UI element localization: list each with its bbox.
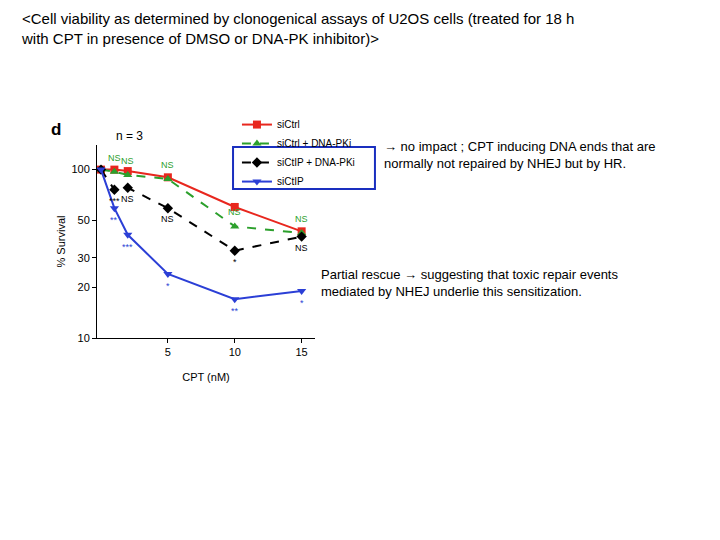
svg-text:30: 30 xyxy=(78,252,90,264)
svg-text:NS: NS xyxy=(108,153,121,163)
svg-text:CPT (nM): CPT (nM) xyxy=(182,371,229,383)
svg-text:NS: NS xyxy=(121,194,134,204)
svg-text:d: d xyxy=(51,120,61,139)
svg-text:NS: NS xyxy=(121,156,134,166)
svg-text:15: 15 xyxy=(296,346,308,358)
svg-text:**: ** xyxy=(110,215,118,225)
svg-text:siCtrl: siCtrl xyxy=(277,119,300,130)
svg-text:5: 5 xyxy=(165,346,171,358)
svg-text:10: 10 xyxy=(229,346,241,358)
svg-text:**: ** xyxy=(231,306,239,316)
svg-text:10: 10 xyxy=(78,332,90,344)
svg-text:*: * xyxy=(233,257,237,267)
svg-text:NS: NS xyxy=(161,214,174,224)
svg-text:20: 20 xyxy=(78,281,90,293)
svg-text:Partial rescue → suggesting th: Partial rescue → suggesting that toxic r… xyxy=(321,267,618,299)
svg-text:<Cell viability as determined: <Cell viability as determined by clonoge… xyxy=(21,10,574,47)
svg-text:siCtIP: siCtIP xyxy=(277,176,304,187)
svg-text:100: 100 xyxy=(71,163,89,175)
svg-text:NS: NS xyxy=(161,160,174,170)
svg-text:***: *** xyxy=(109,196,120,206)
svg-text:*: * xyxy=(166,281,170,291)
svg-text:***: *** xyxy=(122,242,133,252)
svg-text:n = 3: n = 3 xyxy=(116,129,143,143)
svg-text:NS: NS xyxy=(228,207,241,217)
svg-text:NS: NS xyxy=(295,243,308,253)
svg-text:siCtIP + DNA-PKi: siCtIP + DNA-PKi xyxy=(277,157,355,168)
svg-text:*: * xyxy=(300,298,304,308)
svg-text:NS: NS xyxy=(295,214,308,224)
svg-text:50: 50 xyxy=(78,214,90,226)
svg-text:% Survival: % Survival xyxy=(55,216,67,268)
svg-text:siCtrl + DNA-PKi: siCtrl + DNA-PKi xyxy=(277,138,351,149)
svg-text:→ no impact ; CPT inducing DNA: → no impact ; CPT inducing DNA ends that… xyxy=(384,139,655,171)
